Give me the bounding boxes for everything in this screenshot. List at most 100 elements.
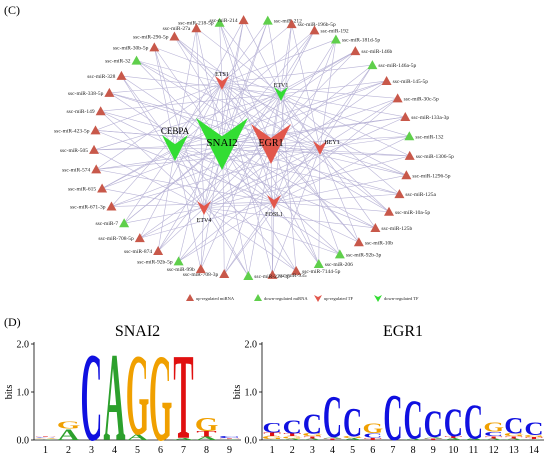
logo-position-label: 3 bbox=[89, 445, 94, 456]
tf-label: CEBPA bbox=[161, 126, 190, 136]
network-edge bbox=[280, 93, 410, 157]
network-nodes: SNAI2 EGR1 CEBPA ETS1 ETV1 HEY1 ETV4 FOSL1 ssc-m… bbox=[54, 15, 454, 280]
logo-letter-A: A bbox=[283, 438, 303, 440]
network-edge bbox=[270, 143, 273, 275]
mirna-label: ssc-miR-212 bbox=[274, 19, 302, 25]
network-edge bbox=[101, 93, 282, 189]
network-edge bbox=[96, 147, 321, 170]
legend-label: up-regulated miRNA bbox=[196, 296, 235, 301]
tf-label: ETS1 bbox=[215, 72, 229, 78]
logo-letter-T: T bbox=[525, 437, 543, 440]
network-edge bbox=[291, 24, 321, 149]
logo-letter-A: A bbox=[173, 437, 195, 441]
network-edge bbox=[196, 28, 205, 209]
network-edge bbox=[174, 147, 297, 272]
logo-letter-G: G bbox=[262, 436, 283, 440]
mirna-node bbox=[330, 34, 341, 44]
network-edge bbox=[174, 36, 272, 145]
mirna-label: ssc-miR-32 bbox=[105, 59, 131, 65]
mirna-label: ssc-miR-92b-5p bbox=[137, 259, 173, 265]
network-edge bbox=[219, 22, 321, 149]
mirna-tf-network: (C) SNAI2 EGR1 CEBPA ETS1 ETV1 HEY1 ETV4 FOSL1 s… bbox=[4, 3, 454, 302]
network-edge bbox=[280, 93, 297, 271]
network-edge bbox=[319, 135, 410, 149]
tf-node-ets1 bbox=[215, 76, 229, 90]
network-edge bbox=[96, 169, 275, 203]
network-edge bbox=[95, 82, 223, 131]
mirna-label: ssc-miR-132 bbox=[415, 134, 443, 140]
logo-letter-G: G bbox=[524, 435, 545, 438]
mirna-label: ssc-miR-149 bbox=[67, 109, 95, 115]
logo-letter-A: A bbox=[484, 438, 504, 440]
legend-tf-marker bbox=[374, 295, 382, 302]
mirna-node bbox=[291, 265, 302, 275]
logo-title: EGR1 bbox=[383, 323, 423, 340]
mirna-node bbox=[334, 249, 345, 259]
mirna-label: ssc-miR-671-3p bbox=[70, 205, 106, 211]
network-edge bbox=[109, 92, 275, 203]
logo-letter-C: C bbox=[383, 381, 402, 455]
mirna-label: ssc-miR-30b-5p bbox=[113, 45, 149, 51]
mirna-label: ssc-miR-133a-3p bbox=[411, 115, 449, 121]
mirna-label: ssc-miR-99b bbox=[167, 267, 195, 273]
logo-letter-A: A bbox=[464, 438, 484, 441]
network-edge bbox=[319, 147, 390, 212]
logo-letter-T: T bbox=[424, 438, 442, 440]
network-edge bbox=[139, 147, 321, 239]
mirna-label: ssc-miR-214 bbox=[209, 18, 237, 24]
legend-label: up-regulated TF bbox=[324, 296, 354, 301]
tf-label: HEY1 bbox=[324, 140, 339, 146]
network-edge bbox=[267, 20, 282, 95]
logo-position-label: 2 bbox=[66, 445, 71, 456]
mirna-node bbox=[106, 201, 117, 211]
logo-letter-G: G bbox=[362, 420, 383, 436]
network-edge bbox=[219, 22, 272, 145]
mirna-node bbox=[134, 233, 145, 243]
mirna-node bbox=[353, 237, 364, 247]
logo-letter-C: C bbox=[424, 403, 443, 446]
logo-letter-G: G bbox=[282, 436, 303, 440]
logo-letter-C: C bbox=[524, 419, 543, 439]
network-edge bbox=[174, 36, 321, 149]
network-edge bbox=[136, 60, 272, 145]
network-edge bbox=[221, 39, 337, 84]
network-edge bbox=[223, 147, 321, 275]
network-edge bbox=[174, 28, 197, 149]
network-edge bbox=[139, 82, 223, 239]
logo-title: SNAI2 bbox=[115, 323, 160, 340]
mirna-label: ssc-miR-1306-5p bbox=[416, 154, 454, 160]
logo-letter-A: A bbox=[444, 438, 464, 441]
logo-letter-T: T bbox=[263, 432, 281, 438]
network-edge bbox=[270, 143, 320, 265]
network-edge bbox=[136, 60, 321, 149]
logo-position-label: 3 bbox=[310, 445, 315, 456]
network-edge bbox=[178, 201, 275, 262]
mirna-label: ssc-miR-708-5p bbox=[98, 236, 134, 242]
network-edge bbox=[94, 147, 176, 151]
mirna-node bbox=[370, 222, 381, 232]
network-edge bbox=[101, 143, 223, 189]
tf-node-snai2 bbox=[196, 118, 248, 170]
logo-y-tick-label: 2.0 bbox=[17, 340, 30, 351]
network-edge bbox=[223, 201, 275, 275]
logo-letter-C: C bbox=[283, 416, 302, 438]
network-edge bbox=[93, 149, 205, 209]
mirna-node bbox=[309, 25, 320, 35]
logo-position-label: 6 bbox=[158, 445, 163, 456]
network-edge bbox=[280, 93, 400, 195]
network-edge bbox=[157, 143, 223, 252]
logo-letter-T: T bbox=[35, 436, 55, 437]
logo-letter-A: A bbox=[524, 439, 544, 440]
logo-y-label: bits bbox=[4, 385, 15, 400]
logo-letter-A: A bbox=[323, 437, 343, 439]
mirna-label: ssc-miR-196b-5p bbox=[298, 22, 336, 28]
network-edge bbox=[270, 135, 410, 145]
network-edge bbox=[221, 80, 387, 145]
logo-letter-C: C bbox=[343, 399, 362, 445]
logo-letter-A: A bbox=[424, 437, 444, 439]
logo-letter-T: T bbox=[219, 438, 239, 439]
network-edge bbox=[174, 147, 202, 270]
network-edge bbox=[178, 143, 272, 262]
logo-position-label: 13 bbox=[509, 445, 519, 456]
